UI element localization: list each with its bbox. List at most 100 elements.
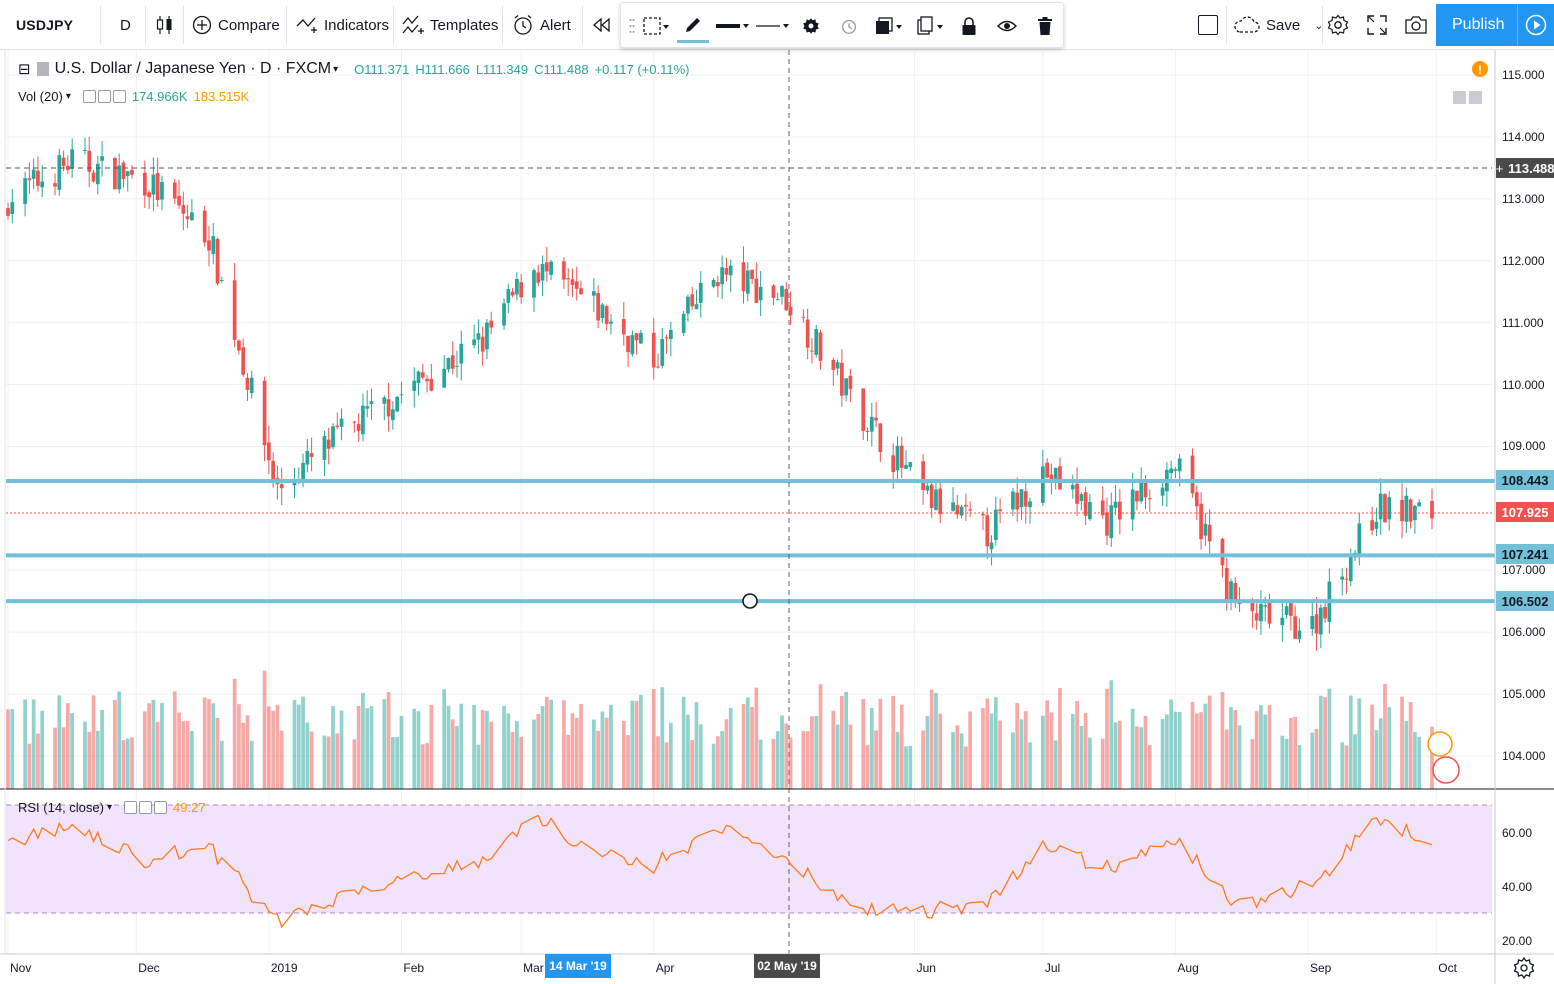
clone-button[interactable] [913, 9, 949, 43]
volume-bar [1088, 737, 1092, 789]
volume-bar [934, 693, 938, 789]
volume-bar [91, 695, 96, 789]
volume-bar [681, 696, 686, 789]
gear-icon[interactable] [139, 801, 153, 814]
line-style-button[interactable] [755, 9, 791, 43]
alert-marker-icon[interactable] [1472, 61, 1488, 77]
layout-toggle-button[interactable] [1198, 0, 1218, 50]
candle-body [232, 280, 237, 340]
volume-ma-value: 183.515K [193, 89, 250, 104]
gear-icon[interactable] [97, 90, 111, 103]
lock-button[interactable] [955, 9, 983, 43]
candle-body [1019, 489, 1024, 508]
candle-body [425, 378, 429, 382]
candle-body [741, 262, 746, 292]
candle-body [100, 156, 104, 161]
candle-body [31, 169, 36, 179]
indicators-button[interactable]: Indicators [296, 0, 389, 50]
event-flag-icon[interactable] [1427, 731, 1453, 757]
chevron-down-icon[interactable]: ▾ [65, 91, 71, 102]
volume-bar [382, 699, 387, 789]
candle-body [442, 368, 447, 388]
create-alert-button[interactable] [835, 9, 863, 43]
main-legend[interactable]: ⊟ U.S. Dollar / Japanese Yen · D · FXCM … [18, 60, 689, 78]
drawing-settings-button[interactable] [797, 9, 825, 43]
volume-bar [720, 731, 724, 789]
candle-body [745, 270, 750, 294]
volume-bar [1083, 712, 1088, 789]
line-color-button[interactable] [677, 9, 709, 43]
candle-body [279, 484, 284, 489]
publish-button[interactable]: Publish [1436, 4, 1554, 46]
snapshot-button[interactable] [1404, 0, 1428, 50]
template-picker-button[interactable] [639, 9, 673, 43]
candle-body [185, 216, 190, 220]
chevron-down-icon[interactable]: ▾ [333, 63, 339, 75]
candle-body [1237, 602, 1242, 605]
price-chart[interactable]: ! [0, 50, 1554, 984]
candle-body [814, 329, 819, 355]
save-button[interactable]: Save ⌄ [1234, 0, 1323, 50]
volume-bar [450, 719, 455, 789]
compare-button[interactable]: Compare [192, 0, 280, 50]
close-value: C111.488 [534, 61, 589, 77]
volume-bar [207, 698, 211, 789]
chevron-down-icon[interactable]: ▾ [106, 802, 113, 813]
rsi-legend[interactable]: RSI (14, close) ▾ 49.27 [18, 800, 206, 815]
candle-body [1297, 630, 1302, 640]
volume-bar [1220, 691, 1225, 789]
volume-bar [895, 731, 900, 789]
eye-icon[interactable] [124, 801, 138, 814]
chart-style-button[interactable] [155, 0, 175, 50]
candle-body [305, 451, 310, 465]
interval-button[interactable]: D [120, 0, 131, 50]
alert-button[interactable]: Alert [512, 0, 571, 50]
volume-bar [656, 736, 660, 789]
volume-value: 174.966K [131, 89, 188, 104]
templates-button[interactable]: Templates [402, 0, 498, 50]
play-circle-icon[interactable] [1518, 14, 1554, 36]
replay-button[interactable] [592, 0, 612, 50]
volume-bar [219, 740, 224, 789]
fullscreen-button[interactable] [1367, 0, 1387, 50]
drag-handle[interactable] [627, 9, 637, 43]
range-start-badge: 14 Mar '19 [545, 954, 611, 978]
drawing-anchor-handle[interactable] [742, 593, 758, 609]
volume-bar [579, 703, 583, 789]
settings-button[interactable] [1327, 0, 1349, 50]
collapse-icon[interactable]: ⊟ [18, 61, 31, 78]
pane-toggle-icon[interactable] [1453, 91, 1466, 104]
hide-button[interactable] [993, 9, 1021, 43]
volume-bar [506, 713, 511, 789]
symbol-search[interactable]: USDJPY [16, 0, 73, 50]
candle-body [959, 506, 964, 516]
close-icon[interactable] [112, 90, 126, 103]
volume-bar [1045, 700, 1049, 789]
volume-bar [574, 717, 579, 789]
volume-bar [1143, 715, 1148, 789]
rsi-label: RSI (14, close) [18, 800, 104, 815]
candle-body [1224, 568, 1229, 601]
event-flag-icon[interactable] [1432, 756, 1460, 784]
delete-button[interactable] [1031, 9, 1059, 43]
volume-bar [955, 725, 960, 789]
volume-bar [668, 722, 673, 789]
volume-legend[interactable]: Vol (20) ▾ 174.966K 183.515K [18, 89, 249, 104]
candle-body [540, 264, 545, 281]
line-width-button[interactable] [715, 9, 751, 43]
visual-order-button[interactable] [871, 9, 907, 43]
candle-body [1173, 469, 1178, 471]
horizontal-levels[interactable] [6, 478, 1495, 604]
pane-maximize-icon[interactable] [1469, 91, 1482, 104]
candle-body [694, 304, 699, 310]
volume-bar [1135, 726, 1139, 789]
eye-icon[interactable] [82, 90, 96, 103]
candle-body [698, 282, 703, 303]
volume-bar [31, 699, 36, 789]
volume-bar [1378, 718, 1383, 789]
candle-body [929, 484, 934, 509]
close-icon[interactable] [154, 801, 168, 814]
candle-body [951, 502, 955, 511]
candle-body [1289, 603, 1293, 616]
gear-icon[interactable] [1513, 956, 1535, 980]
